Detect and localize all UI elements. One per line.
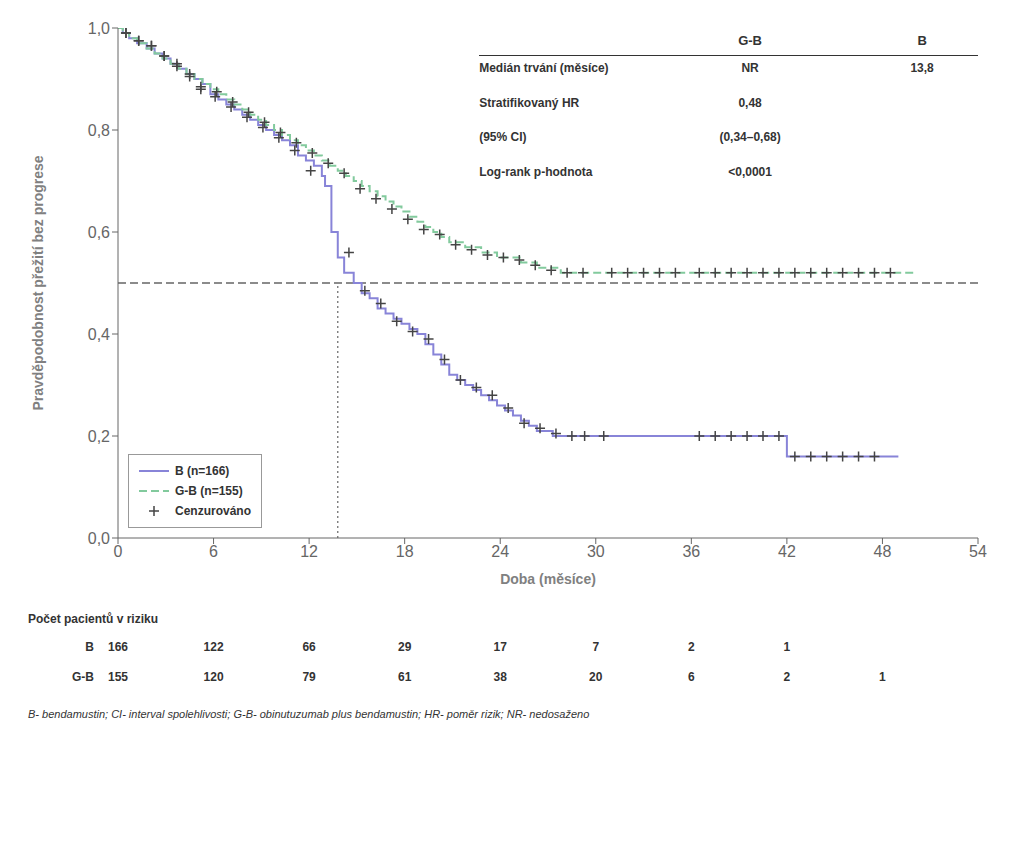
svg-text:12: 12: [300, 543, 318, 560]
svg-text:42: 42: [778, 543, 796, 560]
html-text:Cenzurováno: Cenzurováno: [175, 504, 251, 518]
svg-text:0,8: 0,8: [88, 122, 110, 139]
html-text:Medián trvání (měsíce): Medián trvání (měsíce): [479, 61, 609, 76]
svg-text:18: 18: [396, 543, 414, 560]
html-text:2: 2: [688, 640, 695, 654]
html-text:17: 17: [493, 640, 507, 654]
html-text:B (n=166): B (n=166): [175, 464, 230, 478]
svg-text:30: 30: [587, 543, 605, 560]
html-text:G-B (n=155): G-B (n=155): [175, 484, 243, 498]
html-text:B: B: [917, 33, 927, 49]
html-text:B- bendamustin; CI- interval s: B- bendamustin; CI- interval spolehlivos…: [28, 708, 590, 720]
html-text:79: 79: [302, 670, 316, 684]
html-text:Log-rank p-hodnota: Log-rank p-hodnota: [479, 165, 593, 180]
html-text:66: 66: [302, 640, 316, 654]
html-text:0,48: 0,48: [738, 95, 762, 110]
html-text:1: 1: [783, 640, 791, 654]
svg-text:48: 48: [874, 543, 892, 560]
svg-text:24: 24: [491, 543, 509, 560]
html-text:<0,0001: <0,0001: [728, 165, 772, 180]
svg-text:1,0: 1,0: [88, 20, 110, 37]
svg-text:0: 0: [114, 543, 123, 560]
svg-text:Doba (měsíce): Doba (měsíce): [500, 571, 596, 587]
html-text:38: 38: [493, 670, 507, 684]
html-text:G-B: G-B: [72, 670, 94, 684]
html-text:122: 122: [203, 640, 224, 654]
svg-text:0,0: 0,0: [88, 530, 110, 547]
html-text:29: 29: [398, 640, 412, 654]
html-text:20: 20: [589, 670, 603, 684]
html-text:(0,34–0,68): (0,34–0,68): [719, 130, 781, 145]
html-text:B: B: [85, 640, 94, 654]
svg-text:0,6: 0,6: [88, 224, 110, 241]
svg-text:0,2: 0,2: [88, 428, 110, 445]
html-text:120: 120: [203, 670, 224, 684]
html-text:1: 1: [879, 670, 886, 684]
svg-text:54: 54: [969, 543, 987, 560]
svg-text:Pravděpodobnost přežití bez pr: Pravděpodobnost přežití bez progrese: [30, 155, 46, 410]
html-text:6: 6: [688, 670, 695, 684]
html-text:Stratifikovaný HR: Stratifikovaný HR: [479, 95, 580, 110]
html-text:7: 7: [592, 640, 600, 654]
html-text:G-B: G-B: [738, 33, 762, 49]
html-text:13,8: 13,8: [910, 61, 934, 76]
html-text:166: 166: [108, 640, 128, 654]
svg-text:0,4: 0,4: [88, 326, 110, 343]
html-text:61: 61: [398, 670, 412, 684]
html-text:Počet pacientů v riziku: Počet pacientů v riziku: [28, 612, 158, 626]
html-text:155: 155: [108, 670, 128, 684]
svg-text:6: 6: [209, 543, 218, 560]
svg-text:36: 36: [682, 543, 700, 560]
html-text:NR: NR: [741, 61, 759, 76]
html-text:(95% CI): (95% CI): [479, 130, 527, 145]
html-text:2: 2: [783, 670, 791, 684]
